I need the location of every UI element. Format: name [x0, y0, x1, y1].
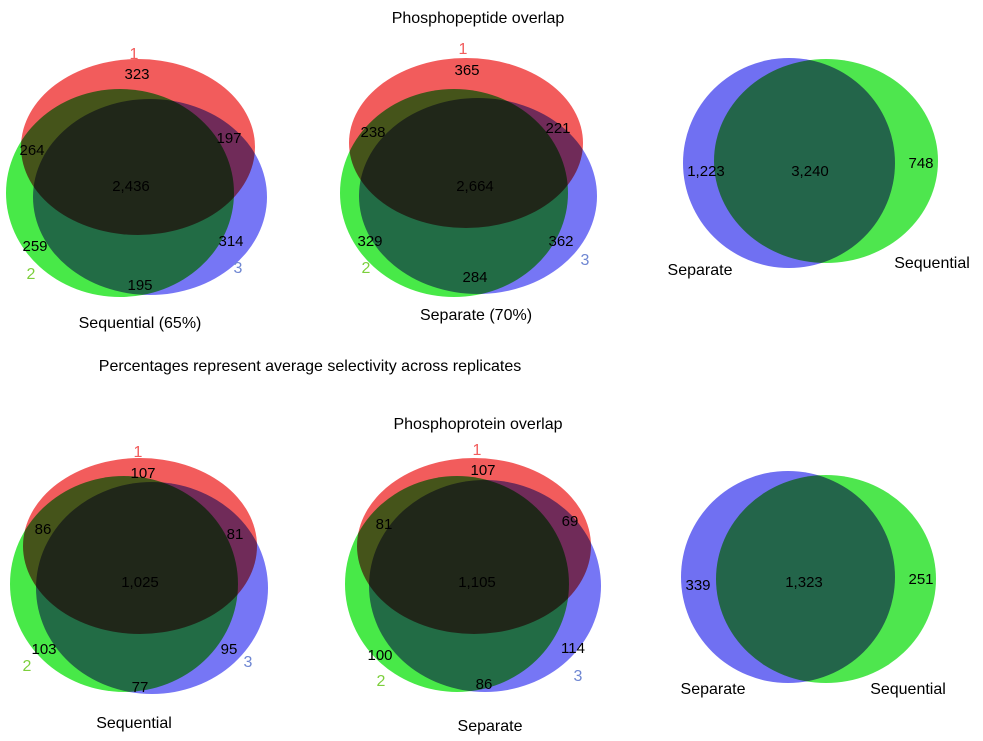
set-label-2: 2: [23, 658, 32, 675]
count-r13: 221: [545, 120, 570, 137]
set-label-1: 1: [134, 444, 143, 461]
separate-ellipse: [683, 58, 895, 268]
separate-ellipse: [681, 471, 895, 683]
count-separate-only: 339: [685, 577, 710, 594]
count-all: 1,025: [121, 574, 159, 591]
count-sequential-only: 251: [908, 571, 933, 588]
count-all: 1,105: [458, 574, 496, 591]
set-3-ellipse: [36, 482, 268, 694]
count-only-2: 259: [22, 238, 47, 255]
count-r12: 264: [19, 142, 44, 159]
count-r23: 284: [462, 269, 487, 286]
venn-caption: Separate: [458, 718, 523, 735]
count-only-2: 103: [31, 641, 56, 658]
count-only-1: 107: [130, 465, 155, 482]
count-only-3: 362: [548, 233, 573, 250]
count-r13: 81: [227, 526, 244, 543]
count-r13: 197: [216, 130, 241, 147]
venn-caption: Sequential (65%): [79, 315, 202, 332]
peptide-section-title: Phosphopeptide overlap: [392, 10, 565, 27]
count-overlap: 3,240: [791, 163, 829, 180]
venn-caption: Separate (70%): [420, 307, 532, 324]
count-r23: 86: [476, 676, 493, 693]
count-r12: 238: [360, 124, 385, 141]
count-overlap: 1,323: [785, 574, 823, 591]
set-label-2: 2: [362, 260, 371, 277]
count-separate-only: 1,223: [687, 163, 725, 180]
venn-protein-sequential: 107 103 95 86 81 77 1,025 1 2 3 Sequential: [10, 444, 268, 732]
count-only-2: 329: [357, 233, 382, 250]
count-r23: 195: [127, 277, 152, 294]
count-r12: 86: [35, 521, 52, 538]
count-only-2: 100: [367, 647, 392, 664]
venn-peptide-two-set: 1,223 3,240 748 Separate Sequential: [668, 58, 970, 279]
venn-caption: Sequential: [96, 715, 172, 732]
set-label-3: 3: [234, 260, 243, 277]
set-3-ellipse: [359, 98, 597, 294]
set-label-1: 1: [130, 46, 139, 63]
count-r23: 77: [132, 679, 149, 696]
venn-peptide-sequential: 323 259 314 264 197 195 2,436 1 2 3 Sequential (65…: [6, 46, 267, 332]
venn-peptide-separate: 365 329 362 238 221 284 2,664 1 2 3 Separate (70%): [340, 41, 597, 324]
set-label-1: 1: [473, 442, 482, 459]
selectivity-note: Percentages represent average selectivit…: [99, 358, 521, 375]
count-only-1: 107: [470, 462, 495, 479]
set-label-2: 2: [377, 673, 386, 690]
count-only-1: 323: [124, 66, 149, 83]
count-only-3: 114: [561, 640, 585, 657]
venn-protein-separate: 107 100 114 81 69 86 1,105 1 2 3 Separate: [345, 442, 601, 735]
protein-section-title: Phosphoprotein overlap: [393, 416, 562, 433]
set-label-1: 1: [459, 41, 468, 58]
venn-protein-two-set: 339 1,323 251 Separate Sequential: [681, 471, 946, 698]
count-r13: 69: [562, 513, 579, 530]
sequential-label: Sequential: [870, 681, 946, 698]
count-r12: 81: [376, 516, 393, 533]
separate-label: Separate: [681, 681, 746, 698]
separate-label: Separate: [668, 262, 733, 279]
set-3-ellipse: [33, 99, 267, 295]
count-only-3: 95: [221, 641, 238, 658]
set-label-3: 3: [581, 252, 590, 269]
count-only-3: 314: [218, 233, 243, 250]
count-sequential-only: 748: [908, 155, 933, 172]
count-only-1: 365: [454, 62, 479, 79]
sequential-label: Sequential: [894, 255, 970, 272]
set-label-3: 3: [244, 654, 253, 671]
set-label-2: 2: [27, 266, 36, 283]
count-all: 2,664: [456, 178, 494, 195]
count-all: 2,436: [112, 178, 150, 195]
set-3-ellipse: [369, 480, 601, 692]
set-label-3: 3: [574, 668, 583, 685]
